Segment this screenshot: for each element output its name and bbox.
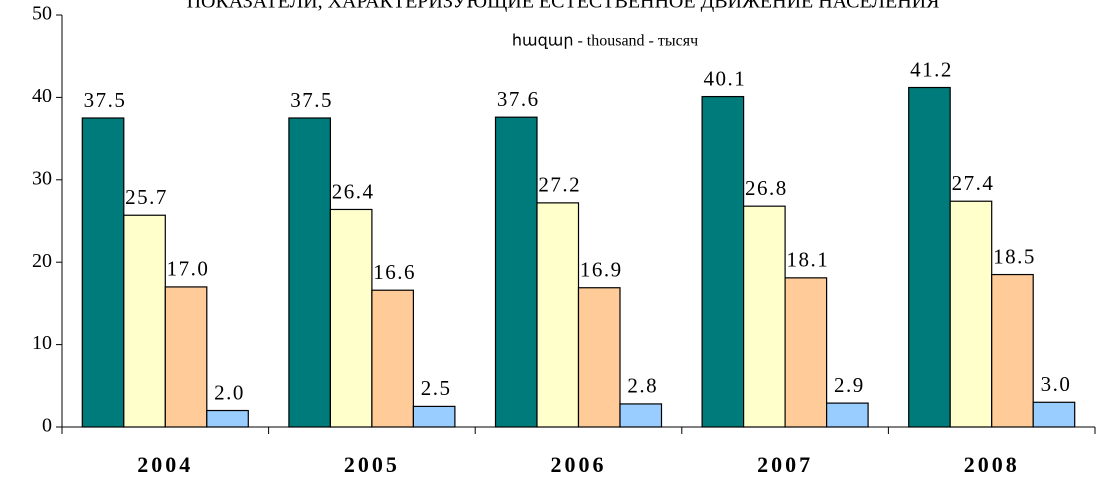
value-label: 26.4	[332, 179, 375, 203]
value-label: 16.6	[373, 260, 416, 284]
x-tick-label: 2004	[137, 452, 193, 477]
value-label: 27.4	[952, 171, 995, 195]
value-label: 40.1	[703, 66, 746, 90]
bar	[206, 409, 249, 428]
bar	[329, 208, 373, 428]
value-label: 2.0	[214, 380, 245, 404]
value-label: 18.5	[993, 244, 1036, 268]
value-label: 25.7	[125, 185, 168, 209]
bar	[412, 405, 456, 428]
bar	[577, 287, 621, 428]
bar	[949, 200, 993, 428]
chart-subtitle: հազար - thousand - тысяч	[512, 33, 698, 50]
bar	[701, 95, 745, 428]
bar	[81, 117, 125, 428]
bar	[494, 116, 538, 428]
value-label: 18.1	[786, 248, 829, 272]
bar	[742, 205, 786, 428]
bar	[536, 202, 580, 428]
value-label: 2.8	[627, 374, 658, 398]
x-tick-label: 2005	[344, 452, 400, 477]
y-tick-label: 0	[42, 415, 52, 437]
bar	[288, 117, 331, 428]
value-label: 16.9	[580, 258, 623, 282]
bar	[371, 289, 414, 428]
value-label: 41.2	[910, 57, 953, 81]
bar	[784, 277, 828, 428]
y-tick-label: 10	[32, 332, 52, 354]
bar	[164, 286, 208, 428]
value-label: 3.0	[1041, 372, 1072, 396]
value-label: 37.6	[497, 87, 540, 111]
bar	[908, 86, 951, 428]
x-tick-label: 2008	[964, 452, 1020, 477]
bar	[991, 273, 1034, 428]
value-label: 2.9	[834, 373, 865, 397]
value-label: 37.5	[84, 88, 127, 112]
y-tick-label: 50	[32, 3, 52, 25]
value-label: 17.0	[167, 257, 210, 281]
y-tick-label: 30	[32, 167, 52, 189]
bar	[123, 214, 166, 428]
y-tick-label: 20	[32, 250, 52, 272]
chart-title: ПОКАЗАТЕЛИ, ХАРАКТЕРИЗУЮЩИЕ ЕСТЕСТВЕННОЕ…	[187, 0, 940, 13]
x-tick-label: 2006	[551, 452, 607, 477]
y-tick-label: 40	[32, 85, 52, 107]
value-label: 27.2	[538, 173, 581, 197]
bar	[1032, 401, 1076, 428]
bar	[619, 403, 663, 428]
bar	[825, 402, 869, 428]
value-label: 26.8	[745, 176, 788, 200]
x-tick-label: 2007	[757, 452, 813, 477]
value-label: 37.5	[290, 88, 333, 112]
value-label: 2.5	[421, 376, 452, 400]
